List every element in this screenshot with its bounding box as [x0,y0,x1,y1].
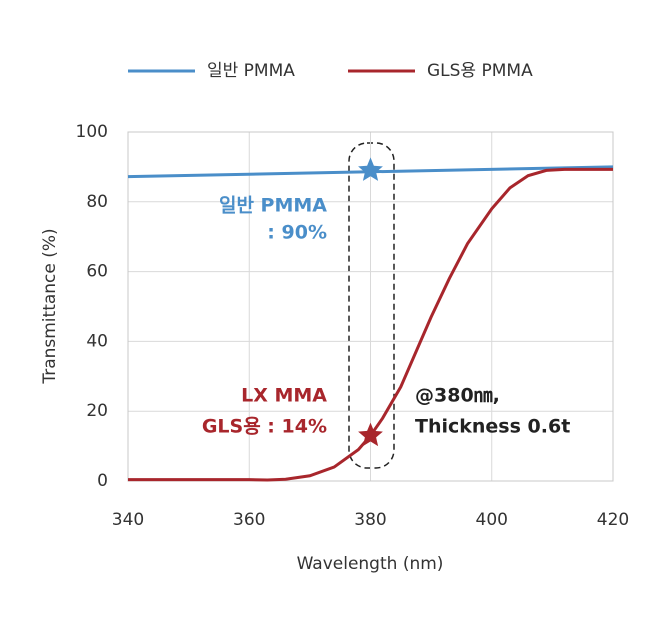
x-axis-label: Wavelength (nm) [297,554,444,574]
plot-border [127,131,614,482]
highlight-box [348,142,395,469]
x-tick-label: 360 [233,510,265,530]
legend-label: 일반 PMMA [207,61,295,81]
annotation: : 90% [267,222,327,244]
y-tick-label: 0 [97,471,108,491]
x-tick-label: 420 [597,510,629,530]
line [128,167,613,482]
y-tick-label: 60 [86,262,108,282]
annotation: LX MMA [241,385,327,407]
y-tick-label: 20 [86,401,108,421]
x-tick-label: 340 [112,510,144,530]
y-tick-label: 100 [76,122,108,142]
x-tick-label: 380 [354,510,386,530]
y-tick-label: 40 [86,331,108,351]
highlight-star [358,157,383,181]
x-tick-label: 400 [476,510,508,530]
annotation: 일반 PMMA [219,195,327,217]
legend-label: GLS용 PMMA [427,61,533,81]
annotation: @380㎚, [415,385,500,407]
annotation: Thickness 0.6t [415,416,570,438]
annotation: GLS용 : 14% [202,416,327,438]
y-axis-label: Transmittance (%) [40,228,60,384]
highlight-star [358,422,383,447]
y-tick-label: 80 [86,192,108,212]
